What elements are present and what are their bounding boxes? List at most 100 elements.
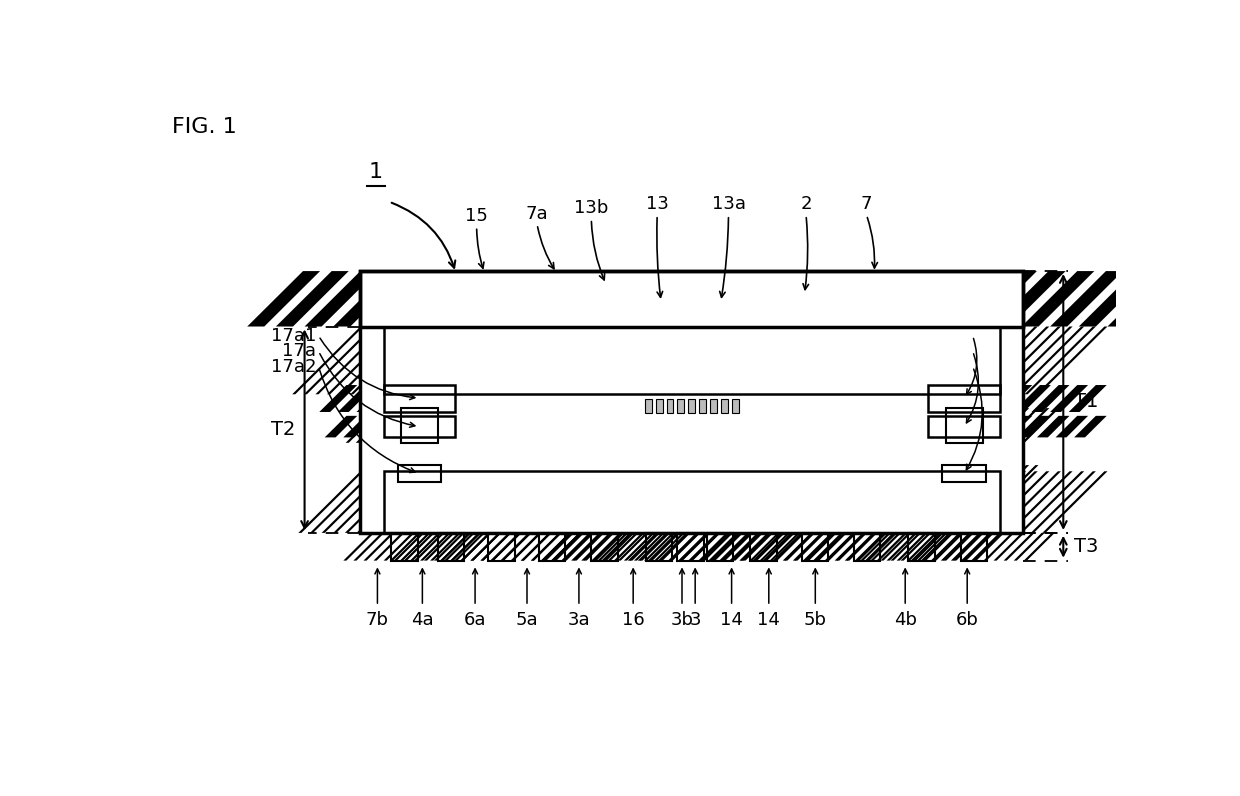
- FancyArrowPatch shape: [903, 569, 908, 603]
- Polygon shape: [386, 408, 424, 443]
- Polygon shape: [449, 471, 515, 533]
- Bar: [591, 533, 618, 560]
- Bar: [361, 271, 1023, 533]
- Polygon shape: [734, 271, 807, 326]
- Polygon shape: [543, 533, 574, 560]
- FancyArrowPatch shape: [966, 338, 977, 394]
- Polygon shape: [491, 533, 522, 560]
- Polygon shape: [320, 385, 357, 412]
- Polygon shape: [668, 533, 699, 560]
- Polygon shape: [951, 408, 990, 443]
- Polygon shape: [782, 533, 813, 560]
- Polygon shape: [864, 385, 903, 412]
- Polygon shape: [719, 533, 750, 560]
- Polygon shape: [897, 326, 968, 394]
- Polygon shape: [795, 533, 826, 560]
- Polygon shape: [521, 533, 552, 560]
- Polygon shape: [1022, 271, 1095, 326]
- Polygon shape: [658, 533, 689, 560]
- Polygon shape: [520, 471, 584, 533]
- Polygon shape: [598, 533, 629, 560]
- Polygon shape: [346, 408, 383, 443]
- Bar: [383, 326, 999, 394]
- Polygon shape: [606, 326, 677, 394]
- Polygon shape: [403, 471, 469, 533]
- Polygon shape: [906, 533, 937, 560]
- Polygon shape: [849, 271, 923, 326]
- Polygon shape: [678, 533, 709, 560]
- Bar: [383, 416, 455, 437]
- Polygon shape: [1043, 471, 1107, 533]
- Polygon shape: [906, 416, 940, 437]
- Polygon shape: [531, 533, 562, 560]
- Polygon shape: [955, 326, 1025, 394]
- Polygon shape: [640, 533, 671, 560]
- Polygon shape: [449, 385, 487, 412]
- Bar: [383, 385, 455, 412]
- Bar: [929, 416, 999, 437]
- Polygon shape: [461, 471, 526, 533]
- Polygon shape: [730, 533, 761, 560]
- Polygon shape: [763, 533, 794, 560]
- Polygon shape: [583, 326, 655, 394]
- Text: T2: T2: [270, 420, 295, 439]
- Polygon shape: [920, 408, 959, 443]
- Polygon shape: [591, 533, 622, 560]
- Polygon shape: [873, 326, 945, 394]
- Polygon shape: [418, 416, 450, 437]
- Polygon shape: [827, 326, 898, 394]
- Polygon shape: [536, 326, 608, 394]
- Polygon shape: [436, 408, 474, 443]
- Polygon shape: [689, 533, 720, 560]
- Polygon shape: [492, 416, 525, 437]
- Polygon shape: [275, 271, 348, 326]
- Polygon shape: [981, 465, 1002, 482]
- Polygon shape: [521, 533, 552, 560]
- Polygon shape: [371, 465, 392, 482]
- Polygon shape: [531, 471, 596, 533]
- Polygon shape: [920, 326, 991, 394]
- Polygon shape: [965, 271, 1037, 326]
- Polygon shape: [900, 533, 931, 560]
- Polygon shape: [720, 533, 751, 560]
- Polygon shape: [665, 326, 735, 394]
- Polygon shape: [687, 326, 759, 394]
- Polygon shape: [551, 533, 582, 560]
- Polygon shape: [693, 471, 759, 533]
- Polygon shape: [445, 465, 466, 482]
- Polygon shape: [1024, 326, 1096, 394]
- Polygon shape: [729, 533, 760, 560]
- Polygon shape: [334, 271, 407, 326]
- Polygon shape: [1007, 471, 1073, 533]
- Polygon shape: [525, 385, 562, 412]
- Polygon shape: [879, 471, 945, 533]
- Polygon shape: [880, 533, 911, 560]
- Polygon shape: [900, 408, 939, 443]
- Polygon shape: [649, 271, 722, 326]
- Polygon shape: [999, 416, 1033, 437]
- Polygon shape: [351, 326, 422, 394]
- Bar: [489, 533, 515, 560]
- Polygon shape: [392, 471, 456, 533]
- Polygon shape: [511, 533, 542, 560]
- Polygon shape: [343, 533, 374, 560]
- Polygon shape: [963, 533, 994, 560]
- Polygon shape: [613, 471, 677, 533]
- Polygon shape: [374, 385, 413, 412]
- Polygon shape: [825, 533, 856, 560]
- Polygon shape: [775, 471, 841, 533]
- Polygon shape: [529, 416, 562, 437]
- Polygon shape: [786, 471, 852, 533]
- Polygon shape: [501, 326, 573, 394]
- Bar: [646, 533, 672, 560]
- Polygon shape: [474, 416, 506, 437]
- Text: 7b: 7b: [366, 611, 389, 629]
- Polygon shape: [327, 326, 398, 394]
- Polygon shape: [961, 408, 999, 443]
- Polygon shape: [438, 471, 503, 533]
- Bar: [667, 399, 673, 413]
- Polygon shape: [925, 465, 945, 482]
- Bar: [854, 533, 880, 560]
- Polygon shape: [379, 471, 445, 533]
- Polygon shape: [594, 326, 666, 394]
